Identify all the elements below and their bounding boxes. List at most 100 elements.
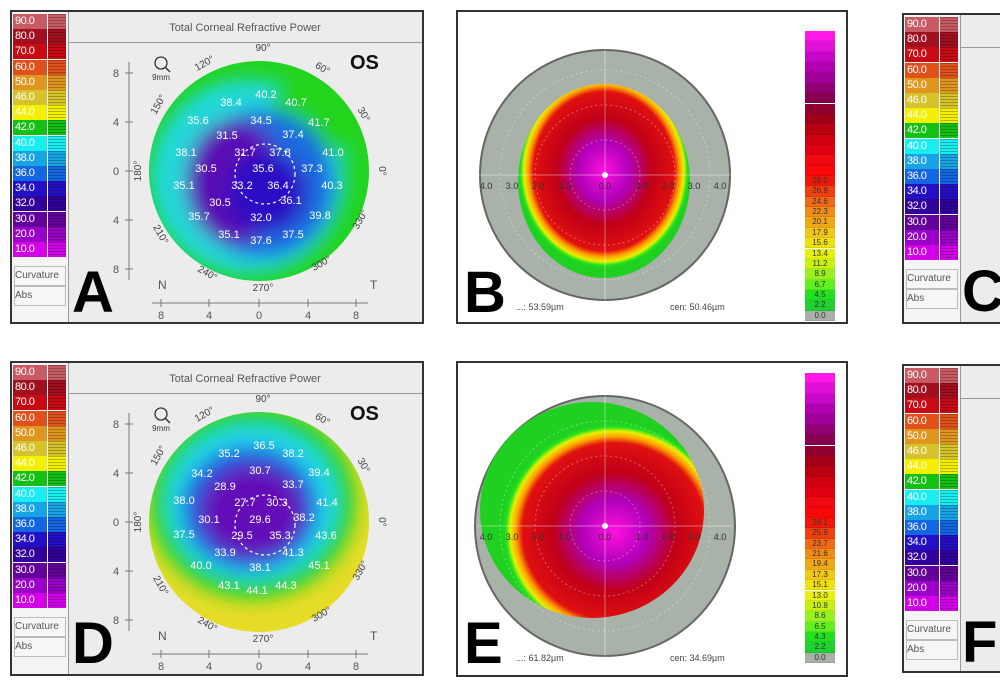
legend-swatch: [48, 501, 66, 517]
scale-segment: [805, 51, 835, 63]
scale-segment: 4.3: [805, 631, 835, 643]
refractive-power-value: 29.6: [249, 514, 270, 526]
thickness-color-scale: 28.1 25.9 23.7 21.6 19.4 17.3 15.1 13.0 10.8 8.6 6…: [805, 373, 835, 663]
zoom-magnifier-icon[interactable]: [154, 407, 171, 424]
refractive-power-value: 38.0: [173, 495, 194, 507]
legend-entry: 80.0: [905, 383, 939, 399]
legend-footer-curvature[interactable]: Curvature: [14, 617, 66, 637]
refractive-power-value: 38.4: [220, 97, 241, 109]
scale-segment: [805, 466, 835, 477]
refractive-power-value: 36.1: [280, 195, 301, 207]
ring-label: 2.0: [662, 532, 675, 542]
legend-entry: 38.0: [905, 504, 939, 520]
legend-swatch: [940, 32, 958, 48]
degree-label: 0°: [376, 166, 387, 176]
refractive-power-value: 38.1: [175, 147, 196, 159]
refractive-power-value: 40.7: [285, 97, 306, 109]
legend-entry: 10.0: [905, 596, 939, 611]
nasal-label: N: [158, 278, 167, 292]
thickness-zone: [480, 402, 704, 618]
ring-label: 1.0: [559, 181, 572, 191]
legend-swatch: [940, 153, 958, 169]
y-tick-label: 8: [113, 419, 119, 431]
legend-footer-abs[interactable]: Abs: [14, 637, 66, 657]
grid-ring: [569, 139, 641, 211]
refractive-power-value: 31.5: [216, 130, 237, 142]
legend-entry: 40.0: [905, 489, 939, 505]
legend-footer-abs[interactable]: Abs: [906, 640, 958, 660]
legend-entry: 90.0: [905, 17, 939, 32]
legend-swatch: [940, 62, 958, 78]
map-title: Total Corneal Refractive Power: [68, 12, 422, 43]
legend-footer-abs[interactable]: Abs: [14, 286, 66, 306]
refractive-power-value: 39.4: [308, 467, 329, 479]
color-scale-legend: 90.0 80.0 70.0 60.0 50.0 46.0 44.0 42.0 40.0 38.0…: [904, 366, 961, 671]
thickness-map: 4.0 3.0 2.0 1.0 0.0 1.0 2.0 3.0 4.0: [474, 393, 736, 659]
scale-segment: 0.0: [805, 652, 835, 663]
refractive-power-value: 34.5: [250, 115, 271, 127]
ring-label: 4.0: [480, 532, 493, 542]
legend-entry: 34.0: [13, 181, 47, 197]
legend-swatch: [48, 74, 66, 90]
legend-entry: 32.0: [905, 199, 939, 215]
degree-label: 270°: [253, 634, 274, 645]
scale-segment: 26.8: [805, 186, 835, 197]
legend-entry: 20.0: [905, 580, 939, 596]
legend-entry: 42.0: [13, 471, 47, 487]
scale-segment: 24.6: [805, 196, 835, 208]
legend-swatch: [48, 547, 66, 563]
legend-swatch: [940, 47, 958, 63]
legend-swatch: [48, 181, 66, 197]
scale-segment: [805, 507, 835, 518]
degree-label: 0°: [376, 517, 387, 527]
thickness-map: 4.0 3.0 2.0 1.0 0.0 1.0 2.0 3.0 4.0: [478, 42, 733, 308]
y-tick-label: 0: [113, 166, 119, 178]
zoom-magnifier-icon[interactable]: [154, 56, 171, 73]
scale-segment: 21.6: [805, 549, 835, 560]
legend-footer-curvature[interactable]: Curvature: [906, 269, 958, 289]
legend-swatch: [48, 29, 66, 45]
scale-segment: 8.6: [805, 611, 835, 622]
legend-entry: 60.0: [13, 59, 47, 75]
legend-entry: 30.0: [13, 211, 47, 227]
legend-entry: 20.0: [905, 229, 939, 245]
legend-entry: 44.0: [905, 459, 939, 475]
legend-entry: 44.0: [13, 456, 47, 472]
legend-swatch: [940, 550, 958, 566]
legend-swatch: [48, 135, 66, 151]
zoom-label: 9mm: [152, 73, 170, 82]
legend-entry: 30.0: [905, 565, 939, 581]
y-tick-label: 4: [113, 566, 119, 578]
legend-entry: 60.0: [905, 62, 939, 78]
legend-footer-curvature[interactable]: Curvature: [14, 266, 66, 286]
scale-segment: 10.8: [805, 600, 835, 612]
x-tick-label: 8: [158, 661, 164, 673]
refractive-power-value: 27.7: [234, 497, 255, 509]
x-tick-label: 8: [158, 310, 164, 322]
legend-entry: 40.0: [905, 138, 939, 154]
legend-swatch: [48, 441, 66, 456]
legend-footer-curvature[interactable]: Curvature: [906, 620, 958, 640]
refractive-power-value: 38.2: [293, 512, 314, 524]
scale-segment: 6.7: [805, 279, 835, 290]
legend-swatch: [940, 368, 958, 383]
x-tick-label: 0: [256, 310, 262, 322]
legend-entry: 38.0: [905, 153, 939, 169]
scale-segment: [805, 134, 835, 145]
scale-segment: 17.3: [805, 569, 835, 581]
degree-label: 180°: [133, 161, 144, 182]
ring-label: 3.0: [506, 532, 519, 542]
legend-footer-abs[interactable]: Abs: [906, 289, 958, 309]
scale-segment: [805, 373, 835, 384]
legend-swatch: [48, 90, 66, 105]
legend-swatch: [48, 211, 66, 227]
x-tick-label: 8: [353, 310, 359, 322]
refractive-power-value: 30.5: [209, 197, 230, 209]
refractive-power-value: 30.5: [195, 163, 216, 175]
refractive-power-value: 29.5: [231, 530, 252, 542]
scale-segment: [805, 124, 835, 135]
degree-label: 120°: [193, 405, 216, 425]
scale-segment: 13.4: [805, 248, 835, 259]
scale-segment: 19.4: [805, 559, 835, 570]
